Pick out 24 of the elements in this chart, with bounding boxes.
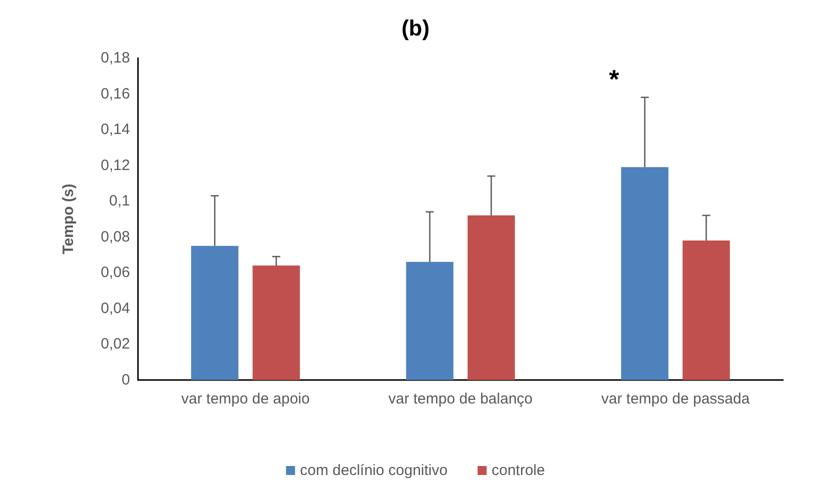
bar (682, 240, 730, 380)
x-tick-label: var tempo de balanço (388, 390, 533, 408)
legend-label: com declínio cognitivo (300, 462, 448, 479)
bar (252, 266, 300, 380)
y-tick-label: 0,04 (100, 300, 130, 317)
bar (191, 246, 238, 380)
y-tick-label: 0,02 (100, 336, 130, 353)
annotation: * (609, 64, 620, 94)
bar (468, 215, 515, 380)
y-tick-label: 0,1 (109, 192, 130, 210)
y-tick-label: 0,14 (100, 121, 130, 138)
y-tick-label: 0,08 (100, 228, 130, 246)
y-tick-label: 0,16 (100, 85, 130, 102)
bar (621, 167, 668, 380)
y-tick-label: 0,18 (100, 50, 130, 66)
x-tick-label: var tempo de passada (601, 390, 750, 408)
chart-title: (b) (401, 16, 430, 40)
y-tick-label: 0 (122, 372, 130, 388)
y-tick-label: 0,12 (100, 156, 130, 174)
y-tick-label: 0,06 (100, 264, 130, 282)
legend-label: controle (492, 462, 545, 479)
y-axis-title: Tempo (s) (60, 184, 77, 254)
bar (406, 262, 454, 380)
x-tick-label: var tempo de apoio (181, 390, 310, 408)
